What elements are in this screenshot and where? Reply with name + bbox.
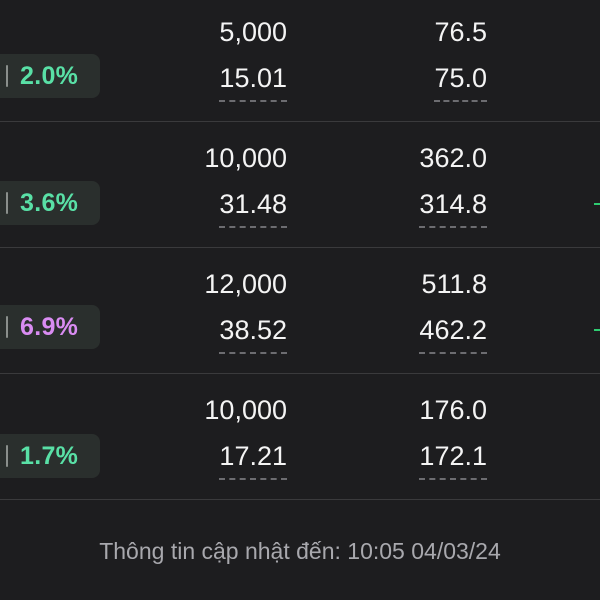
cost-value[interactable]: 314.8 (419, 189, 487, 228)
trend-edge-mark (594, 203, 600, 205)
average-price[interactable]: 31.48 (219, 189, 287, 228)
average-price[interactable]: 17.21 (219, 441, 287, 480)
change-badge: 2.0% (0, 54, 100, 98)
last-updated-text: Thông tin cập nhật đến: 10:05 04/03/24 (99, 538, 501, 564)
quantity-value: 12,000 (204, 269, 287, 299)
row-divider (0, 373, 600, 374)
holding-row[interactable]: 10,000 362.0 3.6% 31.48 314.8 (0, 126, 600, 252)
market-value: 76.5 (434, 17, 487, 47)
change-percent: 3.6% (20, 188, 79, 217)
badge-separator (6, 65, 8, 87)
quantity-value: 10,000 (204, 143, 287, 173)
cost-value[interactable]: 172.1 (419, 441, 487, 480)
holding-row[interactable]: 12,000 511.8 6.9% 38.52 462.2 (0, 252, 600, 378)
badge-separator (6, 445, 8, 467)
badge-separator (6, 316, 8, 338)
market-value: 176.0 (419, 395, 487, 425)
quantity-value: 10,000 (204, 395, 287, 425)
average-price[interactable]: 38.52 (219, 315, 287, 354)
change-badge: 3.6% (0, 181, 100, 225)
change-percent: 2.0% (20, 61, 79, 90)
average-price[interactable]: 15.01 (219, 63, 287, 102)
change-percent: 1.7% (20, 441, 79, 470)
holding-row[interactable]: 10,000 176.0 1.7% 17.21 172.1 (0, 378, 600, 504)
cost-value[interactable]: 75.0 (434, 63, 487, 102)
market-value: 362.0 (419, 143, 487, 173)
market-value: 511.8 (421, 269, 487, 299)
holding-row[interactable]: 5,000 76.5 2.0% 15.01 75.0 (0, 0, 600, 126)
row-divider (0, 247, 600, 248)
badge-separator (6, 192, 8, 214)
change-percent: 6.9% (20, 312, 79, 341)
row-divider (0, 499, 600, 500)
change-badge: 1.7% (0, 434, 100, 478)
change-badge: 6.9% (0, 305, 100, 349)
cost-value[interactable]: 462.2 (419, 315, 487, 354)
row-divider (0, 121, 600, 122)
trend-edge-mark (594, 329, 600, 331)
quantity-value: 5,000 (219, 17, 287, 47)
